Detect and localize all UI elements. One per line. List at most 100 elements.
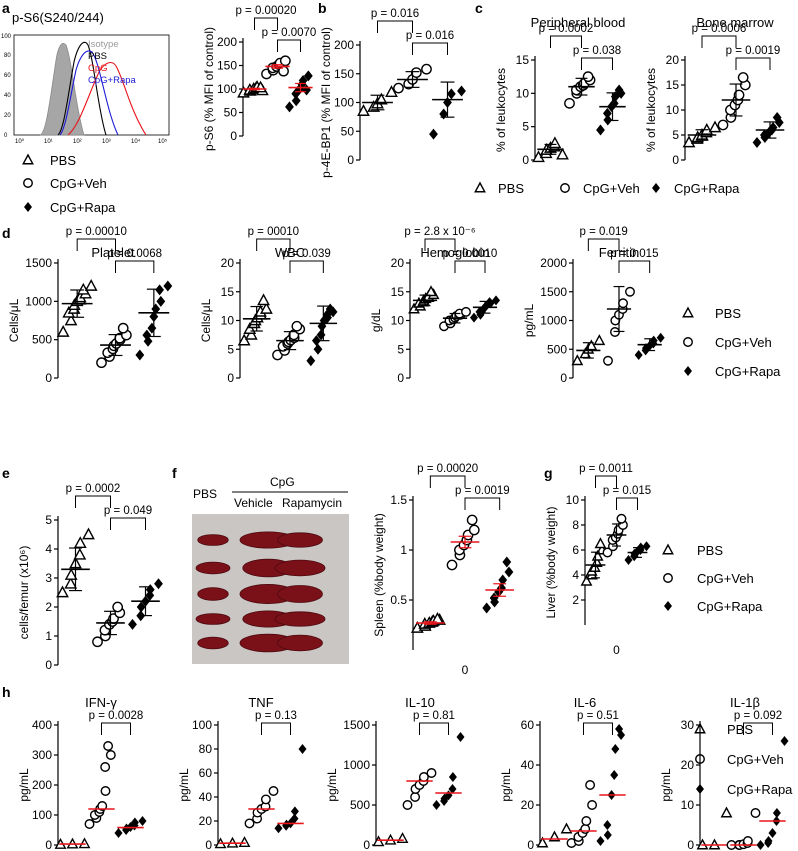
bracket-line — [412, 42, 448, 55]
chart-c1: Peripheral blood 0 5 10 15 % of leukocytes p =… — [494, 15, 626, 167]
y-tick-label: 10 — [681, 798, 695, 812]
f-label-pbs: PBS — [193, 487, 217, 501]
y-tick-label: 0 — [363, 838, 370, 851]
legend-label: CpG+Veh — [697, 571, 754, 586]
data-point — [461, 306, 471, 317]
legend-marker-triangle-open — [682, 306, 694, 318]
bracket-line — [550, 35, 582, 48]
y-tick-label: 20 — [199, 814, 213, 828]
group-PBS — [696, 806, 733, 850]
y-tick-label: 0.5 — [390, 593, 407, 607]
flow-cpg-curve — [67, 61, 147, 136]
pvalue-bracket: p = 0.019 — [580, 226, 628, 251]
spleen-specimen — [274, 559, 326, 577]
data-point — [100, 762, 111, 772]
y-tick-label: 6 — [572, 543, 579, 557]
y-tick-label: 40 — [199, 790, 213, 804]
data-point — [142, 329, 152, 341]
chart-h4: IL-6 0 20 40 60 pg/mL p = 0.51 — [499, 695, 626, 851]
data-point — [624, 555, 633, 565]
y-axis-label: pg/mL — [499, 768, 513, 802]
pvalue-label: p = 0.092 — [734, 710, 782, 722]
data-point — [291, 320, 303, 332]
y-tick-label: 1000 — [25, 294, 52, 308]
group-CpG+Rapa — [274, 744, 307, 834]
legend-marker-circle-open — [560, 183, 570, 193]
group-CpG+Rapa — [306, 303, 338, 367]
y-axis-label: % of leukocytes — [494, 68, 508, 152]
data-point — [585, 339, 598, 351]
spleen-specimen — [195, 561, 231, 575]
data-point — [556, 147, 569, 160]
data-point — [582, 71, 594, 83]
data-point — [238, 836, 251, 848]
pvalue-bracket: p = 2.8 x 10⁻⁶ — [404, 226, 476, 251]
data-point — [112, 601, 124, 613]
baseline-label: 0 — [613, 643, 620, 657]
group-CpG+Rapa — [114, 816, 147, 838]
group-PBS — [56, 527, 95, 598]
data-point — [768, 828, 777, 838]
data-point — [260, 794, 271, 805]
legend-marker-triangle-open — [662, 543, 674, 555]
data-point — [96, 357, 107, 369]
group-PBS — [536, 822, 573, 848]
flow-legend-isotype: Isotype — [88, 39, 119, 50]
static-layer: a b c d e f g h p-S6(S240/244) Isotype P… — [1, 0, 793, 797]
data-point — [147, 322, 157, 334]
data-point — [105, 750, 116, 760]
data-point — [750, 808, 761, 818]
y-axis-label: % of leukocytes — [644, 68, 658, 152]
legend-marker-diamond-filled — [664, 601, 672, 611]
data-point — [56, 585, 69, 598]
y-tick-label: 2000 — [540, 256, 567, 270]
y-tick-label: 150 — [334, 67, 354, 81]
spleen-specimen — [197, 534, 229, 546]
group-CpG+Veh — [272, 320, 306, 361]
group-CpG+Rapa — [429, 81, 466, 140]
group-CpG+Rapa — [756, 736, 789, 850]
chart-title: Ferritin — [599, 245, 639, 260]
group-CpG+Rapa — [482, 556, 514, 614]
data-point — [92, 636, 103, 648]
bracket-line — [464, 497, 501, 510]
data-point — [656, 332, 665, 343]
bracket-line — [110, 517, 146, 530]
legend-label: PBS — [727, 722, 753, 737]
data-point — [560, 822, 573, 834]
data-point — [145, 589, 155, 601]
group-CpG+Veh — [603, 285, 635, 366]
data-point — [580, 824, 591, 834]
flow-histogram: Isotype PBS CpG CpG+Rapa 10⁰ 10¹ 10² 10³… — [1, 34, 170, 145]
data-point — [103, 741, 114, 751]
data-point — [498, 574, 508, 586]
bracket-line — [616, 497, 638, 510]
data-point — [466, 514, 478, 526]
data-point — [298, 744, 307, 754]
pvalue-label: p = 00010 — [248, 226, 299, 238]
legend-g: PBS CpG+Veh CpG+Rapa — [662, 543, 763, 614]
spleen-specimen — [277, 634, 323, 652]
group-CpG+Veh — [566, 780, 598, 848]
legend-label: PBS — [50, 153, 76, 168]
legend-marker-triangle-open — [474, 181, 486, 193]
pvalue-label: p = 0.0019 — [455, 485, 510, 497]
y-tick-label: 1.5 — [390, 493, 407, 507]
data-point — [603, 355, 613, 366]
spleen-specimen — [195, 613, 231, 625]
data-point — [564, 97, 575, 109]
chart-d3: Hemoglobin 0 5 10 15 20 g/dL p = 2.8 x 10⁻⁶ p = … — [369, 226, 500, 385]
flow-xtick: 10⁴ — [131, 138, 141, 145]
y-tick-label: 400 — [32, 718, 52, 732]
legend-label: CpG+Rapa — [674, 181, 740, 196]
data-point — [642, 541, 651, 552]
chart-d1: Platelet 0 500 1000 1500 Cells/μL p = 0.00010 p… — [7, 226, 173, 385]
pvalue-label: p = 0.00010 — [66, 226, 127, 238]
data-point — [492, 295, 500, 306]
group-CpG+Rapa — [596, 84, 626, 136]
data-point — [259, 302, 273, 314]
data-point — [448, 784, 457, 794]
y-tick-label: 200 — [334, 38, 354, 52]
y-tick-label: 0 — [230, 129, 237, 143]
